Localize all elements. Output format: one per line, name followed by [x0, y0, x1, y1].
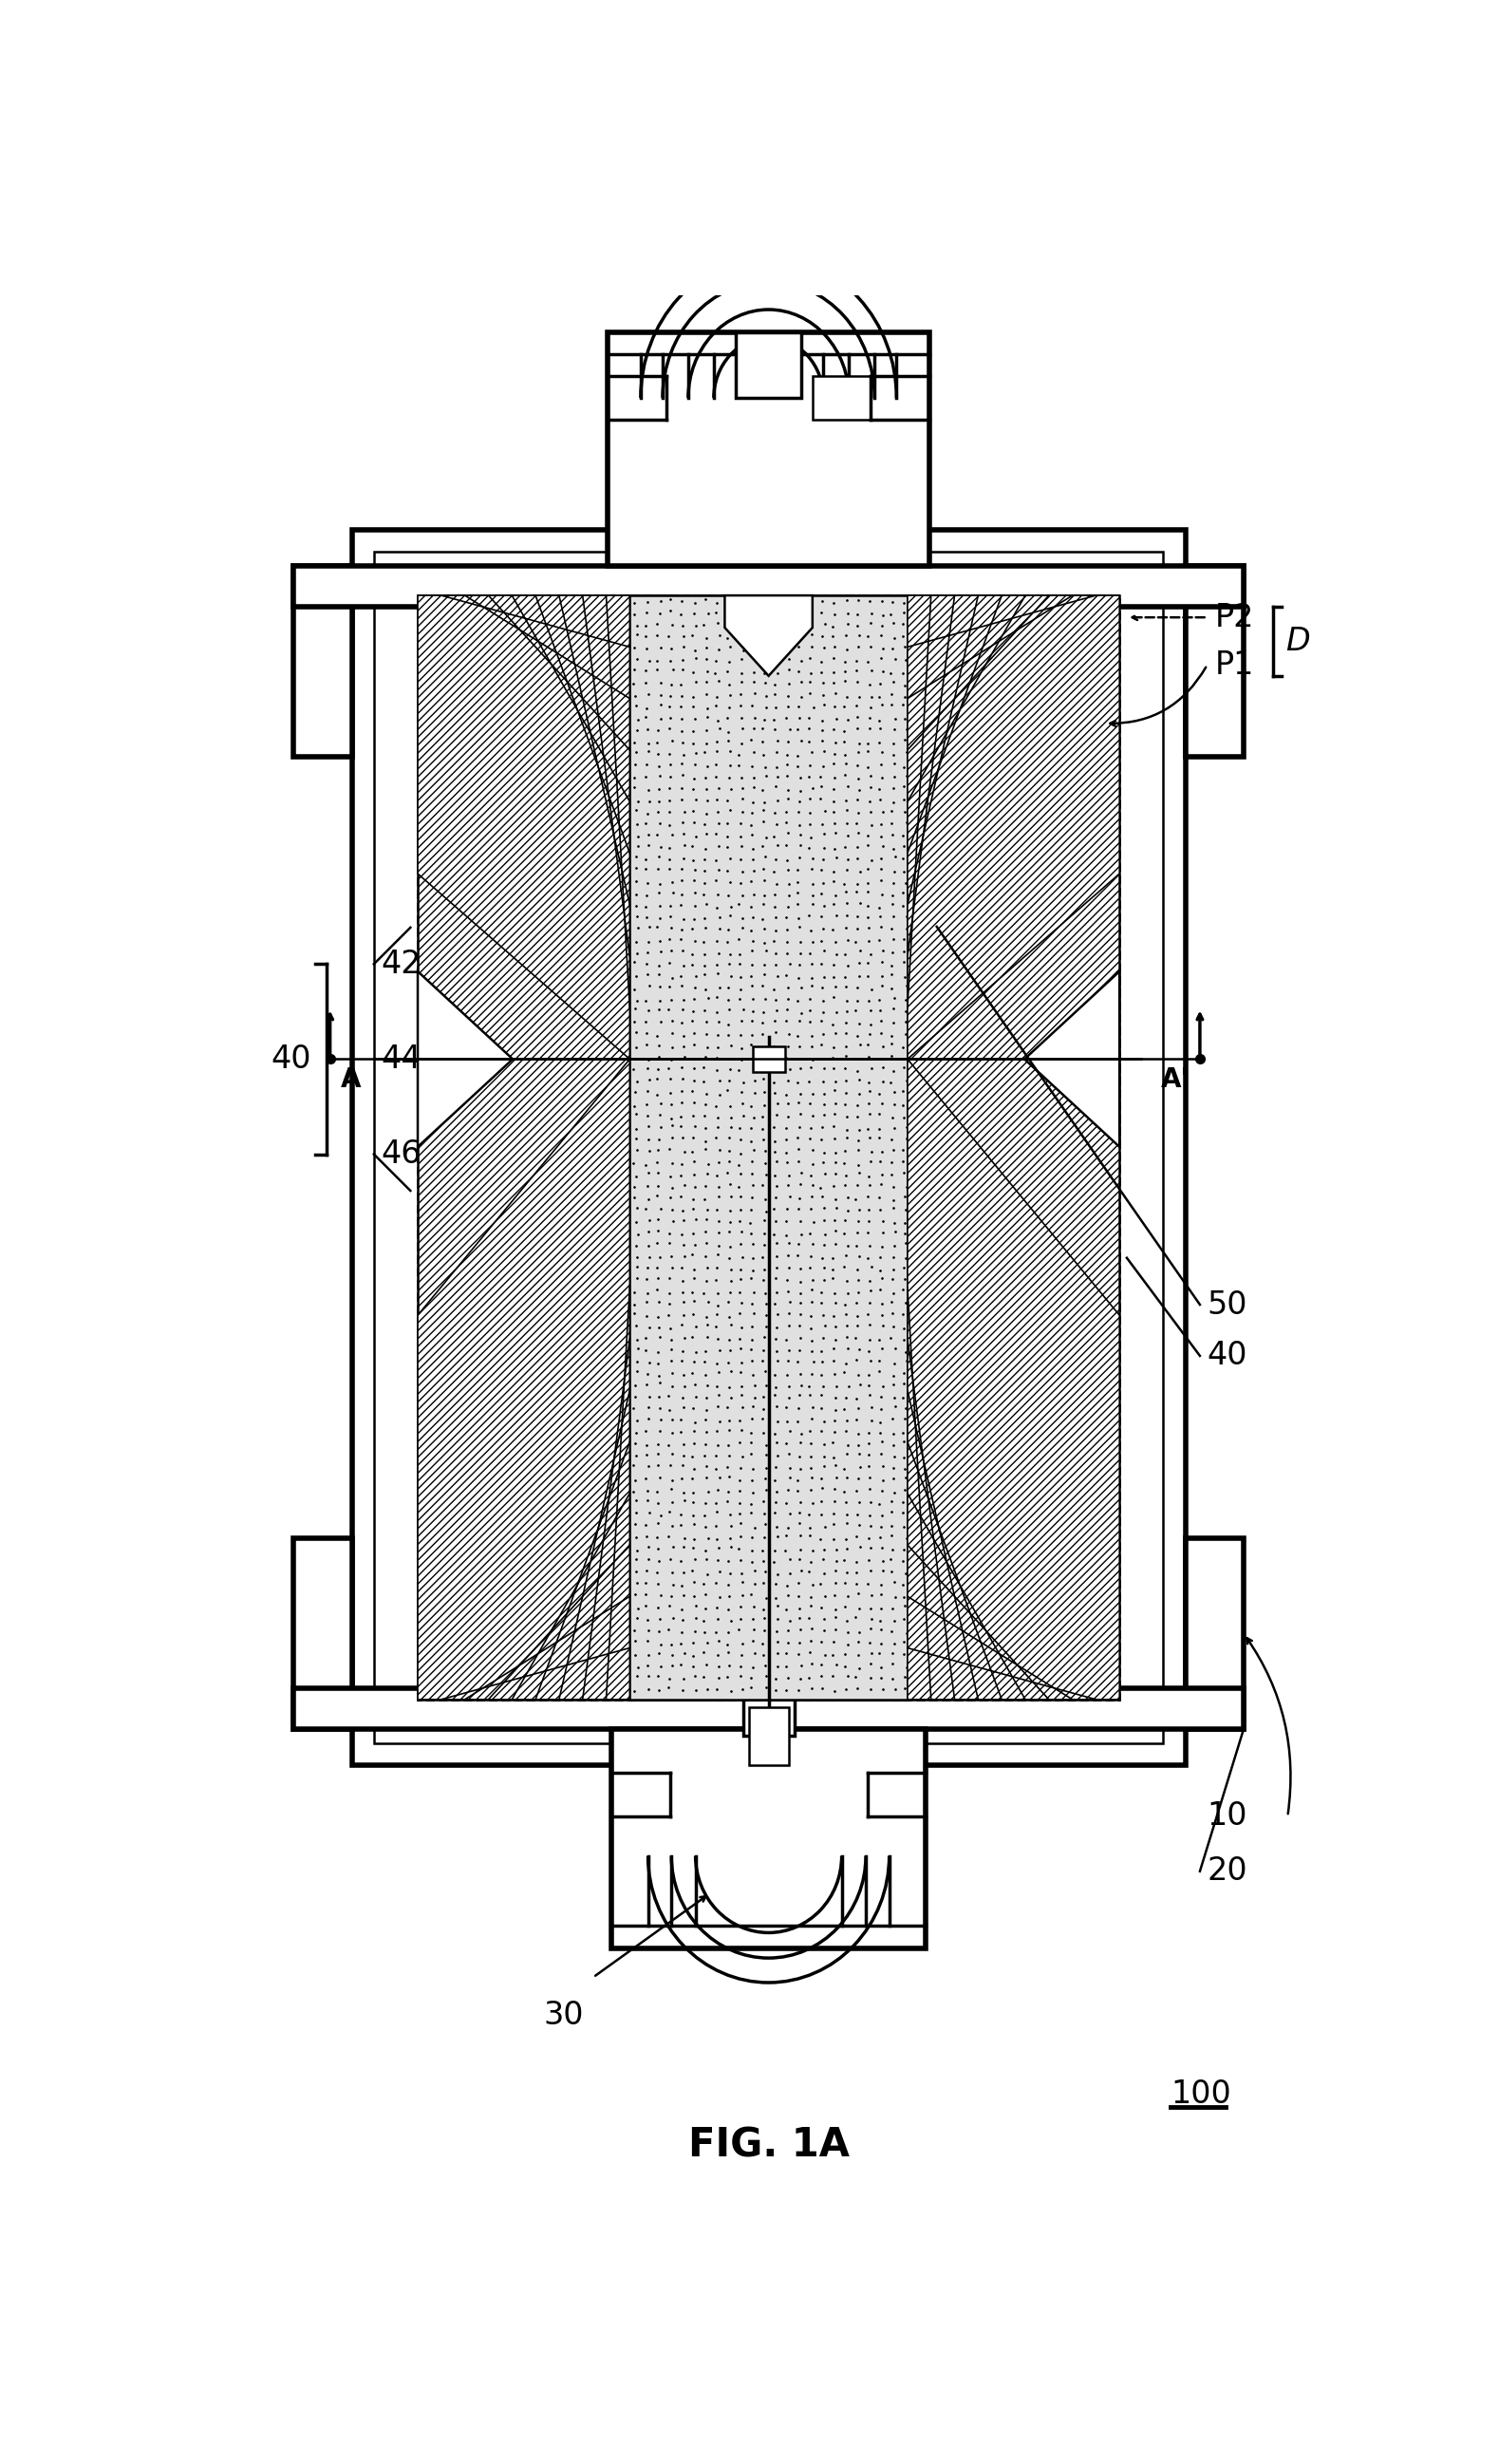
Bar: [418, 596, 1120, 1700]
Bar: [294, 1688, 1244, 1730]
Bar: [1186, 1538, 1244, 1730]
Polygon shape: [1024, 971, 1120, 1146]
Bar: [294, 567, 1244, 606]
Text: 42: 42: [381, 949, 421, 981]
Text: 20: 20: [1207, 1855, 1247, 1887]
Bar: [736, 333, 802, 399]
Polygon shape: [724, 596, 812, 675]
Text: 100: 100: [1171, 2080, 1231, 2109]
Bar: [630, 596, 907, 1700]
Bar: [294, 567, 352, 756]
Polygon shape: [907, 596, 1120, 1060]
Bar: [744, 1685, 794, 1737]
Bar: [750, 1708, 788, 1764]
Text: 46: 46: [381, 1138, 421, 1170]
Polygon shape: [418, 596, 630, 1060]
Polygon shape: [418, 971, 513, 1146]
Text: 50: 50: [1207, 1289, 1247, 1321]
Bar: [1186, 567, 1244, 756]
Bar: [373, 552, 1163, 1745]
Bar: [752, 1047, 785, 1072]
Bar: [812, 377, 871, 419]
Text: 40: 40: [271, 1042, 312, 1074]
Text: P2: P2: [1214, 601, 1253, 633]
Bar: [607, 333, 929, 567]
Text: 10: 10: [1207, 1801, 1247, 1833]
Text: 30: 30: [544, 1998, 585, 2030]
Text: D: D: [1286, 626, 1310, 658]
Text: A': A': [1160, 1067, 1189, 1094]
Bar: [352, 530, 1186, 1764]
Bar: [418, 596, 1120, 1700]
Bar: [612, 1730, 926, 1949]
Text: FIG. 1A: FIG. 1A: [688, 2126, 850, 2166]
Text: P1: P1: [1214, 648, 1253, 680]
Polygon shape: [907, 1060, 1120, 1700]
Polygon shape: [418, 1060, 630, 1700]
Text: 44: 44: [381, 1042, 421, 1074]
Bar: [294, 1538, 352, 1730]
Text: 40: 40: [1207, 1340, 1247, 1372]
Text: A: A: [340, 1067, 361, 1094]
